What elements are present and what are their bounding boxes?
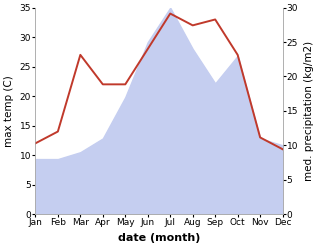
X-axis label: date (month): date (month) [118, 233, 200, 243]
Y-axis label: max temp (C): max temp (C) [4, 75, 14, 147]
Y-axis label: med. precipitation (kg/m2): med. precipitation (kg/m2) [304, 41, 314, 181]
